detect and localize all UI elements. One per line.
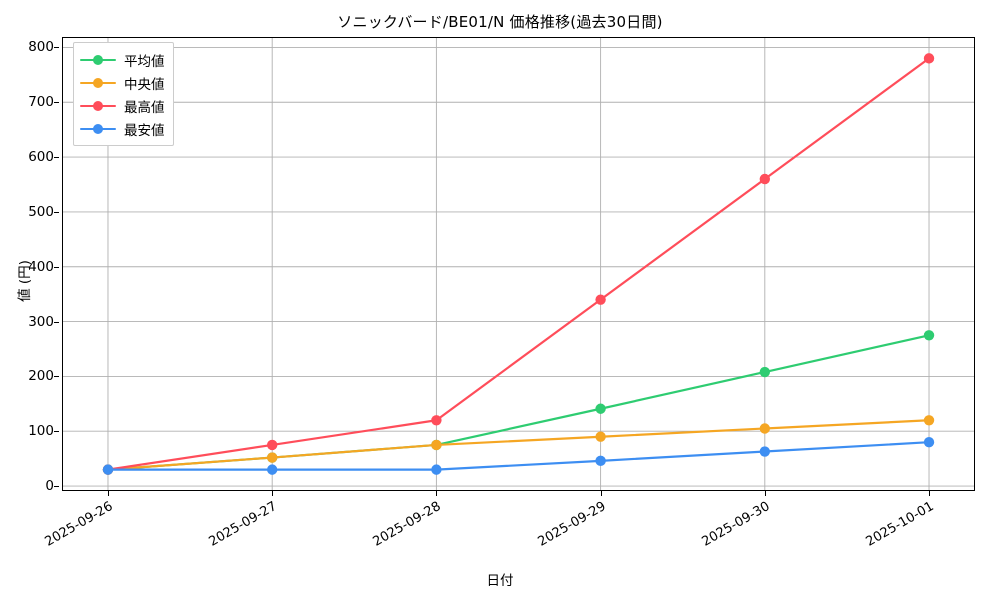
x-tick-label: 2025-09-28 (370, 499, 444, 550)
chart-legend: 平均値中央値最高値最安値 (73, 42, 174, 146)
data-point-marker (266, 452, 278, 463)
y-tick-mark (54, 157, 59, 159)
y-tick-mark (54, 47, 59, 49)
legend-marker-dot (93, 54, 103, 65)
data-point-marker (266, 439, 278, 451)
y-tick-label: 100 (28, 423, 54, 440)
plot-border (62, 37, 975, 491)
data-point-marker (266, 464, 278, 475)
x-tick-mark (929, 491, 931, 496)
legend-marker-dot (93, 100, 103, 111)
legend-marker-dot (93, 123, 103, 134)
x-tick-mark (600, 491, 602, 496)
data-point-marker (595, 403, 606, 414)
data-point-marker (923, 330, 935, 341)
series-line-1 (106, 419, 931, 471)
y-tick-mark (54, 431, 59, 433)
data-point-marker (923, 53, 935, 64)
legend-label: 中央値 (124, 76, 165, 93)
data-point-marker (595, 294, 606, 305)
chart-title: ソニックバード/BE01/N 価格推移(過去30日間) (337, 13, 663, 31)
legend-item-0: 平均値 (80, 48, 165, 71)
gridlines (62, 37, 975, 491)
legend-label: 最高値 (124, 99, 165, 116)
y-tick-mark (54, 102, 59, 104)
data-point-marker (431, 439, 442, 451)
x-tick-label: 2025-10-01 (863, 499, 937, 550)
x-tick-label: 2025-09-26 (42, 499, 116, 550)
legend-item-1: 中央値 (80, 71, 165, 94)
y-tick-mark (54, 211, 59, 213)
y-tick-mark (54, 376, 59, 378)
data-point-marker (595, 455, 606, 467)
legend-swatch-icon (80, 76, 116, 90)
plot-svg (62, 37, 975, 491)
series-line-3 (106, 441, 931, 471)
legend-swatch-icon (80, 53, 116, 67)
x-tick-label: 2025-09-27 (206, 499, 280, 550)
y-tick-mark (54, 486, 59, 488)
y-tick-label: 600 (28, 149, 54, 166)
y-tick-label: 300 (28, 313, 54, 330)
legend-item-3: 最安値 (80, 117, 165, 140)
plot-area (62, 37, 975, 491)
data-point-marker (923, 437, 935, 448)
data-point-marker (431, 415, 442, 426)
x-tick-mark (764, 491, 766, 496)
y-tick-label: 500 (28, 203, 54, 220)
y-tick-label: 200 (28, 368, 54, 385)
legend-swatch-icon (80, 99, 116, 113)
x-tick-mark (107, 491, 109, 496)
legend-swatch-icon (80, 122, 116, 136)
x-tick-mark (272, 491, 274, 496)
data-point-marker (759, 423, 771, 434)
data-point-marker (759, 173, 771, 185)
legend-label: 平均値 (124, 53, 165, 70)
y-tick-label: 400 (28, 258, 54, 275)
legend-marker-dot (93, 77, 103, 88)
data-point-marker (431, 464, 442, 475)
x-axis: 2025-09-26 2025-09-27 2025-09-28 2025-09-29… (43, 491, 975, 571)
y-tick-label: 700 (28, 94, 54, 111)
data-point-marker (102, 464, 114, 475)
y-tick-mark (54, 266, 59, 268)
legend-label: 最安値 (124, 122, 165, 139)
series-layer (102, 53, 935, 475)
data-point-marker (759, 446, 771, 457)
x-tick-label: 2025-09-29 (535, 499, 609, 550)
data-point-marker (759, 366, 771, 378)
data-point-marker (923, 415, 935, 426)
x-tick-mark (436, 491, 438, 496)
series-line-2 (106, 57, 931, 471)
legend-item-2: 最高値 (80, 94, 165, 117)
y-tick-label: 0 (45, 478, 54, 495)
x-tick-label: 2025-09-30 (699, 499, 773, 550)
y-tick-label: 800 (28, 39, 54, 56)
y-tick-mark (54, 321, 59, 323)
data-point-marker (595, 431, 606, 442)
x-axis-label: 日付 (486, 573, 514, 589)
y-axis: 値 (円) 0 100 200 300 400 500 600 700 800 (0, 37, 59, 495)
